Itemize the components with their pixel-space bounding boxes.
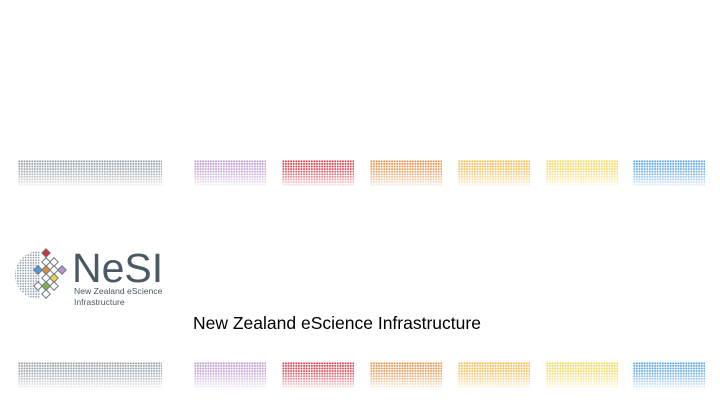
dot-strip-orange bbox=[370, 160, 442, 186]
dot-strip-gray bbox=[18, 160, 162, 186]
logo-wordmark: NeSI bbox=[72, 245, 164, 291]
dot-strip-yellow bbox=[546, 160, 618, 186]
dot-strip-red bbox=[282, 362, 354, 388]
bottom-dot-band bbox=[0, 362, 720, 388]
dot-strip-purple bbox=[194, 362, 266, 388]
dot-strip-orange bbox=[370, 362, 442, 388]
tagline: New Zealand eScience Infrastructure bbox=[193, 313, 481, 333]
dot-strip-red bbox=[282, 160, 354, 186]
dot-strip-yellow-orange bbox=[458, 362, 530, 388]
nesi-logo: NeSI New Zealand eScience Infrastructure bbox=[14, 246, 174, 310]
dot-strip-blue bbox=[633, 160, 705, 186]
logo-subtitle-line1: New Zealand eScience bbox=[74, 286, 163, 296]
dot-strip-gray bbox=[18, 362, 162, 388]
top-dot-band bbox=[0, 160, 720, 186]
dot-strip-yellow bbox=[546, 362, 618, 388]
nesi-logo-mark-icon bbox=[15, 248, 70, 304]
dot-strip-blue bbox=[633, 362, 705, 388]
logo-subtitle: New Zealand eScience Infrastructure bbox=[74, 286, 162, 307]
logo-subtitle-line2: Infrastructure bbox=[74, 296, 125, 307]
dot-strip-yellow-orange bbox=[458, 160, 530, 186]
dot-strip-purple bbox=[194, 160, 266, 186]
